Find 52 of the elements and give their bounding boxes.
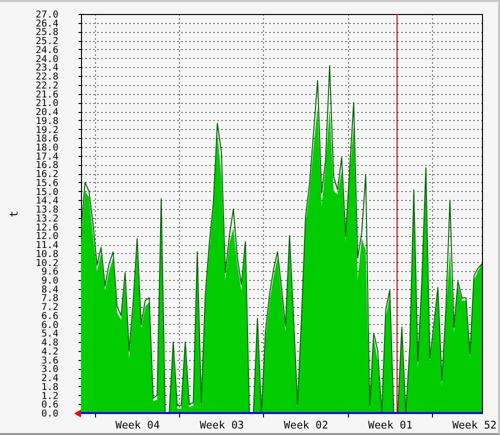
x-tick-label: Week 01: [368, 420, 412, 432]
x-tick-label: Week 02: [284, 420, 328, 432]
y-tick-label: 22.2: [36, 80, 58, 92]
y-tick-label: 16.8: [36, 160, 59, 172]
y-tick-label: 10.2: [36, 258, 58, 269]
y-tick-label: 19.8: [36, 116, 59, 127]
y-tick-label: 27.0: [36, 10, 59, 20]
y-tick-label: 12.0: [36, 231, 59, 242]
y-tick-label: 19.2: [36, 124, 58, 136]
y-tick-label: 6.0: [41, 320, 59, 331]
y-tick-label: 1.2: [41, 390, 58, 402]
y-tick-label: 3.0: [41, 364, 59, 376]
y-tick-label: 24.6: [36, 44, 59, 56]
y-tick-label: 13.2: [36, 213, 58, 224]
y-tick-label: 3.6: [41, 355, 59, 366]
x-tick-label: Week 03: [200, 420, 244, 432]
y-tick-label: 25.8: [36, 27, 59, 38]
y-tick-label: 0.6: [41, 400, 59, 411]
y-tick-label: 21.0: [36, 98, 59, 110]
y-tick-label: 1.8: [41, 382, 59, 393]
y-tick-label: 10.8: [36, 248, 59, 260]
y-tick-label: 22.8: [36, 72, 59, 83]
y-tick-label: 14.4: [36, 196, 59, 207]
y-tick-label: 18.6: [36, 134, 59, 145]
y-tick-label: 4.2: [41, 346, 58, 358]
y-tick-label: 6.6: [41, 310, 59, 322]
y-tick-label: 12.6: [36, 222, 59, 234]
y-tick-label: 15.6: [36, 178, 59, 189]
y-tick-label: 11.4: [36, 240, 59, 252]
y-tick-label: 20.4: [36, 107, 59, 118]
y-tick-label: 24.0: [36, 54, 59, 65]
y-tick-label: 4.8: [41, 338, 59, 349]
y-tick-label: 0.0: [41, 408, 59, 420]
y-tick-label: 2.4: [41, 373, 59, 384]
y-tick-label: 7.8: [41, 293, 59, 304]
x-tick-label: Week 04: [116, 420, 160, 432]
y-tick-label: 21.6: [36, 89, 59, 100]
y-tick-label: 13.8: [36, 204, 59, 216]
y-tick-label: 26.4: [36, 18, 59, 30]
y-tick-label: 25.2: [36, 36, 58, 48]
y-tick-label: 23.4: [36, 62, 59, 74]
y-tick-label: 18.0: [36, 142, 59, 154]
y-tick-label: 9.0: [41, 276, 59, 286]
y-tick-label: 8.4: [41, 284, 59, 296]
y-tick-label: 5.4: [41, 328, 59, 340]
y-tick-label: 16.2: [36, 169, 58, 180]
y-tick-label: 7.2: [41, 302, 58, 314]
x-tick-label: Week 52: [452, 420, 497, 432]
y-tick-label: 17.4: [36, 151, 59, 162]
y-axis-title: t: [8, 210, 21, 218]
y-tick-label: 15.0: [36, 186, 59, 198]
y-tick-label: 9.6: [41, 266, 59, 278]
